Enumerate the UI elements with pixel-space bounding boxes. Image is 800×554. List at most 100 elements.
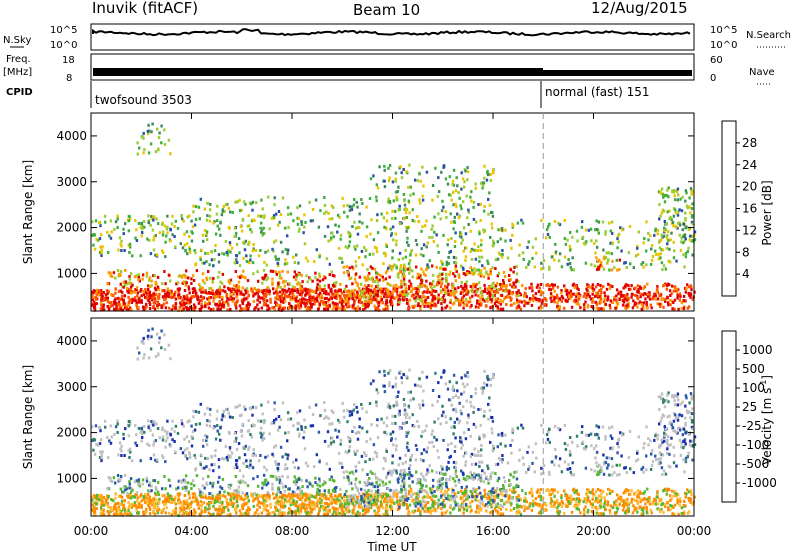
power-cell	[361, 263, 364, 267]
power-cell	[324, 307, 327, 311]
power-cell	[488, 191, 491, 195]
velocity-cell	[409, 487, 413, 491]
velocity-cell	[421, 496, 424, 500]
power-cell	[259, 214, 263, 218]
power-cell	[315, 296, 318, 300]
power-cell	[241, 286, 244, 290]
power-cell	[460, 235, 463, 239]
power-cell	[482, 275, 486, 279]
power-cell	[449, 289, 453, 293]
power-cell	[511, 292, 514, 296]
velocity-cell	[288, 507, 291, 511]
power-cell	[394, 289, 397, 292]
velocity-cell	[125, 512, 129, 516]
power-cell	[218, 291, 222, 295]
power-cell	[397, 298, 400, 302]
power-cell	[296, 299, 299, 303]
power-cell	[275, 257, 278, 261]
velocity-cell	[256, 503, 259, 507]
power-cell	[475, 290, 479, 294]
velocity-cell	[153, 504, 157, 508]
power-cell	[338, 215, 341, 219]
power-cell	[369, 177, 373, 181]
power-cell	[364, 306, 367, 310]
velocity-cell	[293, 494, 297, 498]
power-cell	[133, 290, 137, 294]
velocity-cell	[375, 495, 378, 498]
power-cell	[114, 291, 117, 295]
velocity-cell	[424, 504, 427, 508]
power-cell	[590, 305, 593, 308]
power-cell	[504, 228, 507, 232]
power-cell	[129, 217, 132, 221]
power-cell	[185, 301, 188, 305]
velocity-cell	[594, 499, 597, 503]
velocity-cell	[295, 500, 299, 504]
power-cell	[384, 252, 387, 256]
power-cell	[430, 227, 433, 231]
velocity-cell	[165, 506, 168, 510]
power-cell	[120, 270, 123, 273]
power-cell	[527, 240, 530, 244]
velocity-cell	[469, 505, 472, 509]
power-cell	[417, 290, 420, 293]
power-cell	[148, 276, 152, 280]
power-cell	[515, 292, 519, 296]
power-cell	[169, 291, 172, 295]
power-cell	[384, 277, 388, 281]
power-cell	[283, 288, 286, 292]
power-cell	[238, 251, 241, 255]
power-cell	[445, 273, 448, 277]
power-cell	[265, 292, 268, 296]
velocity-cell	[343, 505, 346, 509]
power-cell	[140, 227, 144, 231]
power-cell	[136, 294, 139, 298]
power-cell	[616, 237, 619, 241]
power-cell	[460, 284, 463, 288]
power-cell	[353, 299, 356, 303]
power-cell	[405, 170, 408, 174]
power-cell	[177, 290, 180, 294]
power-cell	[469, 195, 472, 199]
power-cell	[510, 246, 513, 250]
power-cell	[203, 261, 206, 265]
power-cell	[464, 297, 468, 301]
velocity-cell	[296, 504, 299, 508]
power-cell	[455, 290, 458, 294]
power-cell	[477, 305, 480, 309]
velocity-cell	[123, 508, 127, 512]
velocity-cell	[687, 510, 691, 514]
power-cell	[419, 298, 422, 302]
power-cell	[221, 252, 224, 255]
power-cell	[676, 190, 679, 194]
power-cell	[198, 217, 201, 221]
power-cell	[465, 246, 468, 250]
velocity-cell	[364, 508, 368, 512]
power-cell	[645, 220, 648, 224]
power-cell	[591, 286, 594, 290]
power-cell	[199, 299, 202, 303]
power-cell	[188, 235, 191, 239]
velocity-cell	[629, 492, 632, 496]
power-cell	[675, 289, 678, 293]
velocity-cell	[214, 507, 217, 511]
velocity-cell	[324, 505, 328, 509]
velocity-cell	[204, 496, 207, 500]
power-cell	[274, 255, 277, 259]
velocity-cell	[301, 502, 304, 506]
velocity-cell	[309, 512, 312, 516]
power-cell	[286, 206, 290, 210]
power-cell	[191, 287, 195, 291]
velocity-cell	[289, 511, 292, 515]
power-cell	[242, 269, 245, 273]
power-cell	[140, 288, 143, 291]
power-cell	[610, 252, 614, 256]
velocity-cell	[285, 495, 288, 499]
power-cell	[500, 228, 503, 232]
power-cell	[348, 291, 351, 295]
power-cell	[160, 141, 163, 145]
velocity-cell	[242, 502, 246, 506]
power-cell	[160, 124, 163, 128]
velocity-cell	[149, 501, 152, 505]
power-cell	[363, 303, 366, 307]
